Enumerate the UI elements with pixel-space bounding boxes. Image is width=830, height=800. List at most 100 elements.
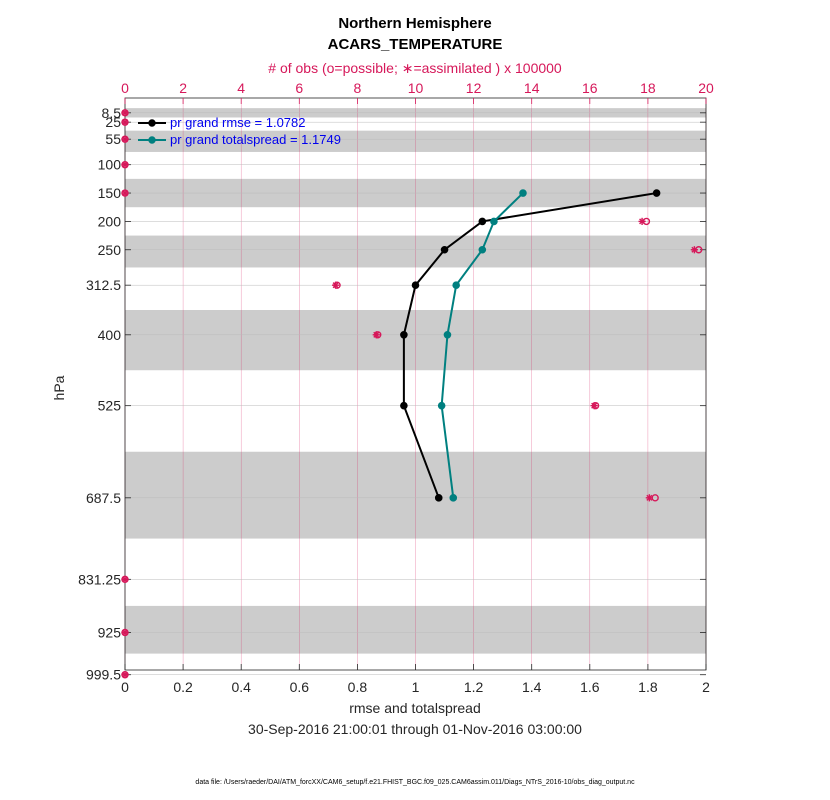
totalspread-point-0 <box>519 189 527 197</box>
totalspread-point-4 <box>443 331 452 339</box>
obs-assimilated-marker-10 <box>645 494 653 502</box>
x-tick-label-6: 1.2 <box>464 679 484 695</box>
rmse-point-1 <box>478 217 487 226</box>
obs-star-stroke-11-3 <box>121 576 129 583</box>
x-tick-label-3: 0.6 <box>290 679 310 695</box>
obs-assimilated-marker-7 <box>332 281 340 289</box>
bottom-tick-marks <box>124 664 707 670</box>
x-tick-label-7: 1.4 <box>522 679 542 695</box>
rmse-point-2 <box>440 245 449 254</box>
y-tick-label-1: 25 <box>105 114 121 130</box>
obs-assimilated-marker-8 <box>372 331 380 339</box>
top-tick-label-9: 18 <box>640 80 656 96</box>
top-tick-label-4: 8 <box>354 80 362 96</box>
legend-rmse-text: pr grand rmse = 1.0782 <box>170 115 306 130</box>
band-250 <box>125 235 706 268</box>
x-tick-label-9: 1.8 <box>638 679 658 695</box>
x-tick-label-1: 0.2 <box>173 679 193 695</box>
series-lines <box>400 189 661 502</box>
y-tick-label-10: 687.5 <box>86 490 121 506</box>
totalspread-point-5 <box>437 401 446 410</box>
band-687.5 <box>125 451 706 539</box>
top-tick-label-6: 12 <box>466 80 482 96</box>
totalspread-point-3 <box>452 281 460 289</box>
obs-assimilated-marker-5 <box>638 217 646 225</box>
obs-assimilated-marker-0 <box>121 109 129 117</box>
top-tick-label-7: 14 <box>524 80 540 96</box>
y-axis-label: hPa <box>51 375 67 400</box>
obs-assimilated-marker-1 <box>121 118 129 126</box>
x-tick-labels: 0 0.2 0.4 0.6 0.8 1 1.2 1.4 1.6 1.8 2 <box>121 679 710 695</box>
top-tick-label-10: 20 <box>698 80 714 96</box>
legend: pr grand rmse = 1.0782 pr grand totalspr… <box>138 115 341 147</box>
band-925 <box>125 605 706 654</box>
rmse-point-0 <box>652 189 661 197</box>
obs-assimilated-marker-9 <box>590 402 598 410</box>
legend-rmse-marker <box>148 119 156 127</box>
obs-star-stroke-0-3 <box>121 109 129 116</box>
rmse-point-4 <box>400 331 408 339</box>
x-tick-label-10: 2 <box>702 679 710 695</box>
obs-star-stroke-1-3 <box>121 119 129 126</box>
y-tick-label-12: 925 <box>98 624 122 640</box>
totalspread-point-2 <box>478 245 487 254</box>
y-tick-label-2: 55 <box>105 131 121 147</box>
top-axis-label: # of obs (o=possible; ∗=assimilated ) x … <box>268 60 562 76</box>
top-tick-marks <box>124 98 707 104</box>
legend-spread-marker <box>148 136 156 144</box>
obs-star-stroke-9-3 <box>591 402 598 409</box>
obs-star-stroke-10-3 <box>646 494 653 501</box>
obs-star-stroke-4-3 <box>121 190 129 197</box>
y-tick-label-7: 312.5 <box>86 277 121 293</box>
y-tick-label-9: 525 <box>98 398 122 414</box>
date-range-label: 30-Sep-2016 21:00:01 through 01-Nov-2016… <box>248 721 582 737</box>
top-tick-label-1: 2 <box>179 80 187 96</box>
y-tick-label-11: 831.25 <box>78 571 121 587</box>
obs-count-markers <box>121 109 703 679</box>
obs-star-stroke-5-3 <box>639 218 646 225</box>
obs-star-stroke-8-3 <box>373 331 380 338</box>
y-tick-label-3: 100 <box>98 157 122 173</box>
top-tick-labels: 0 2 4 6 8 10 12 14 16 18 20 <box>121 80 714 96</box>
y-tick-label-8: 400 <box>98 327 122 343</box>
top-tick-label-3: 6 <box>295 80 303 96</box>
obs-assimilated-marker-4 <box>121 189 129 197</box>
x-tick-label-4: 0.8 <box>348 679 368 695</box>
obs-star-stroke-7-3 <box>332 282 339 289</box>
chart-subtitle: ACARS_TEMPERATURE <box>328 36 503 53</box>
obs-star-stroke-2-3 <box>121 136 129 143</box>
obs-star-stroke-12-3 <box>121 629 129 636</box>
band-55 <box>125 130 706 152</box>
x-tick-label-5: 1 <box>412 679 420 695</box>
x-tick-label-0: 0 <box>121 679 129 695</box>
obs-star-stroke-3-3 <box>121 161 129 168</box>
rmse-point-6 <box>434 494 443 502</box>
obs-star-stroke-13-3 <box>121 671 129 678</box>
legend-spread-text: pr grand totalspread = 1.1749 <box>170 132 341 147</box>
y-tick-label-5: 200 <box>98 213 122 229</box>
totalspread-point-1 <box>490 217 498 226</box>
y-tick-label-0: 8.5 <box>102 105 122 121</box>
y-tick-label-13: 999.5 <box>86 667 121 683</box>
top-tick-label-8: 16 <box>582 80 598 96</box>
y-tick-label-6: 250 <box>98 242 122 258</box>
top-tick-label-2: 4 <box>237 80 245 96</box>
obs-assimilated-marker-11 <box>121 575 129 583</box>
obs-assimilated-marker-13 <box>121 671 129 679</box>
footnote: data file: /Users/raeder/DAI/ATM_forcXX/… <box>195 779 635 786</box>
top-tick-label-5: 10 <box>408 80 424 96</box>
obs-assimilated-marker-12 <box>121 628 129 637</box>
x-axis-label: rmse and totalspread <box>349 700 481 716</box>
top-tick-label-0: 0 <box>121 80 129 96</box>
rmse-point-3 <box>411 281 420 289</box>
obs-assimilated-marker-6 <box>690 246 698 254</box>
horizontal-gridlines <box>125 112 706 675</box>
x-tick-label-8: 1.6 <box>580 679 600 695</box>
obs-star-stroke-6-3 <box>691 246 698 253</box>
rmse-point-5 <box>400 401 408 410</box>
band-400 <box>125 309 706 371</box>
obs-assimilated-marker-3 <box>121 161 129 169</box>
pressure-bands <box>125 108 706 654</box>
